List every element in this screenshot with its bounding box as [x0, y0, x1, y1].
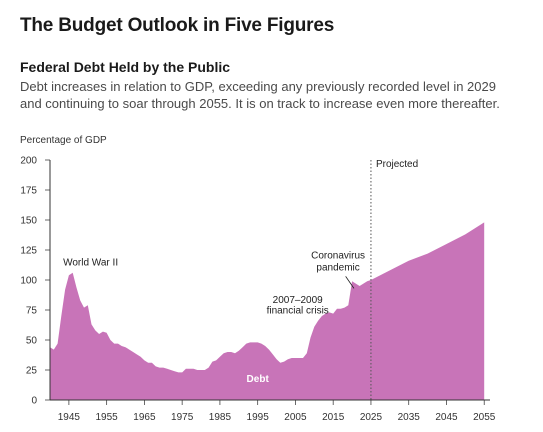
financial-crisis-annotation-line2: financial crisis — [267, 306, 329, 317]
x-tick-label: 2055 — [473, 412, 496, 423]
x-tick-label: 2005 — [284, 412, 307, 423]
coronavirus-annotation-line1: Coronavirus — [311, 250, 365, 261]
x-tick-label: 2045 — [435, 412, 458, 423]
x-tick-label: 2015 — [322, 412, 345, 423]
y-tick-label: 200 — [20, 156, 37, 167]
y-tick-label: 50 — [26, 336, 38, 347]
chart-title: Federal Debt Held by the Public — [20, 59, 231, 75]
coronavirus-annotation-line2: pandemic — [316, 262, 359, 273]
y-tick-label: 150 — [20, 216, 37, 227]
financial-crisis-annotation-line1: 2007–2009 — [273, 295, 323, 306]
y-tick-label: 75 — [26, 306, 38, 317]
x-axis: 1945 1955 1965 1975 1985 1995 2005 2015 2025 2035… — [58, 400, 496, 423]
x-tick-label: 1975 — [171, 412, 194, 423]
y-axis-label: Percentage of GDP — [20, 135, 107, 146]
x-tick-label: 2025 — [360, 412, 383, 423]
x-tick-label: 1945 — [58, 412, 81, 423]
y-tick-label: 100 — [20, 276, 37, 287]
x-tick-label: 1985 — [209, 412, 232, 423]
y-tick-label: 175 — [20, 186, 37, 197]
x-tick-label: 2035 — [398, 412, 421, 423]
y-axis: 0 25 50 75 100 125 150 175 200 — [20, 156, 50, 407]
chart-description: Debt increases in relation to GDP, excee… — [20, 79, 500, 111]
debt-series-label: Debt — [247, 374, 270, 385]
page-title: The Budget Outlook in Five Figures — [20, 15, 335, 36]
projected-label: Projected — [376, 159, 418, 170]
x-tick-label: 1995 — [247, 412, 270, 423]
debt-area-series — [50, 222, 485, 400]
world-war-ii-annotation: World War II — [63, 258, 118, 269]
x-tick-label: 1955 — [96, 412, 119, 423]
coronavirus-pointer-line — [345, 276, 355, 289]
y-tick-label: 25 — [26, 366, 38, 377]
y-tick-label: 0 — [31, 396, 37, 407]
x-tick-label: 1965 — [133, 412, 156, 423]
y-tick-label: 125 — [20, 246, 37, 257]
